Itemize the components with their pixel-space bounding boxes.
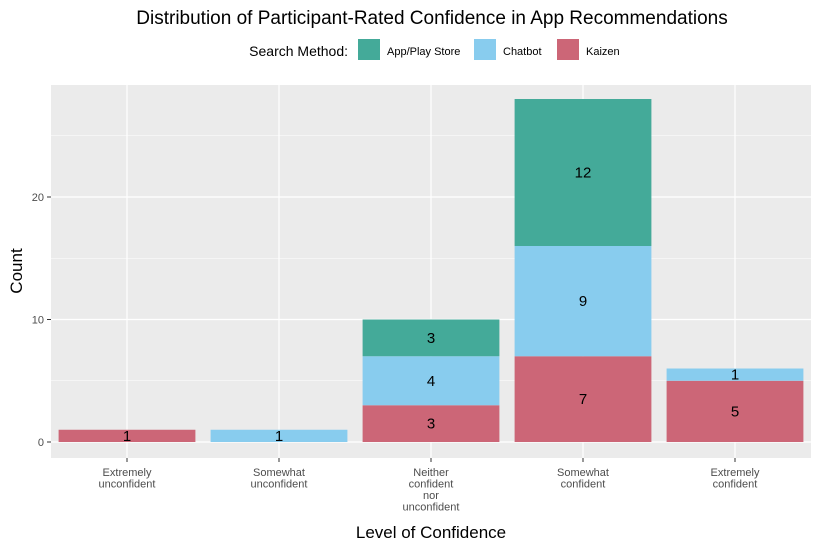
legend-swatch (358, 39, 380, 60)
x-tick-label-line: nor (423, 490, 439, 502)
legend-label: Chatbot (503, 46, 542, 58)
x-tick-label: Somewhat unconfident (251, 467, 308, 491)
data-label: 9 (579, 293, 587, 310)
bar-segment (514, 356, 652, 442)
legend: Search Method: App/Play Store Chatbot Kaiz… (249, 39, 620, 60)
legend-swatch (557, 39, 579, 60)
x-tick-label-line: unconfident (403, 502, 460, 514)
legend-label: Kaizen (586, 46, 620, 58)
x-tick-label-line: confident (713, 479, 758, 491)
x-tick-label-line: unconfident (99, 479, 156, 491)
x-tick-label: Somewhat confident (557, 467, 609, 491)
x-tick-label: Neither confident nor unconfident (403, 467, 460, 514)
x-tick-label-line: Extremely (103, 467, 152, 479)
y-tick-label: 10 (32, 315, 44, 327)
data-label: 3 (427, 416, 435, 433)
data-label: 5 (731, 403, 739, 420)
legend-swatch (474, 39, 496, 60)
bar-segment (210, 429, 348, 442)
x-tick-label-line: Extremely (711, 467, 760, 479)
legend-title: Search Method: (249, 43, 348, 59)
x-axis-title: Level of Confidence (356, 523, 506, 542)
x-tick-label-line: confident (409, 479, 454, 491)
data-label: 1 (275, 428, 283, 445)
x-tick-label: Extremely unconfident (99, 467, 156, 491)
data-label: 1 (731, 367, 739, 384)
bar-segment (362, 319, 500, 357)
x-tick-label-line: unconfident (251, 479, 308, 491)
bar-segment (362, 356, 500, 406)
data-label: 3 (427, 330, 435, 347)
y-tick-label: 20 (32, 192, 44, 204)
legend-label: App/Play Store (387, 46, 460, 58)
chart-title: Distribution of Participant-Rated Confid… (136, 8, 727, 29)
y-tick-label: 0 (38, 437, 44, 449)
x-tick-label: Extremely confident (711, 467, 760, 491)
y-axis-ticks: 0 10 20 (32, 192, 51, 449)
data-labels: 1 1 3 4 3 7 9 12 5 1 (123, 165, 739, 445)
bar-segment (666, 380, 804, 442)
bar-segment (666, 368, 804, 381)
x-tick-label-line: Neither (413, 467, 449, 479)
data-label: 7 (579, 391, 587, 408)
x-tick-label-line: Somewhat (557, 467, 609, 479)
data-label: 12 (575, 165, 592, 182)
bars (58, 99, 804, 442)
bar-segment (514, 99, 652, 246)
x-tick-label-line: Somewhat (253, 467, 305, 479)
bar-segment (58, 429, 196, 442)
data-label: 1 (123, 428, 131, 445)
x-tick-label-line: confident (561, 479, 606, 491)
y-axis-title: Count (7, 248, 26, 294)
bar-segment (514, 246, 652, 357)
bar-segment (362, 405, 500, 442)
data-label: 4 (427, 373, 435, 390)
